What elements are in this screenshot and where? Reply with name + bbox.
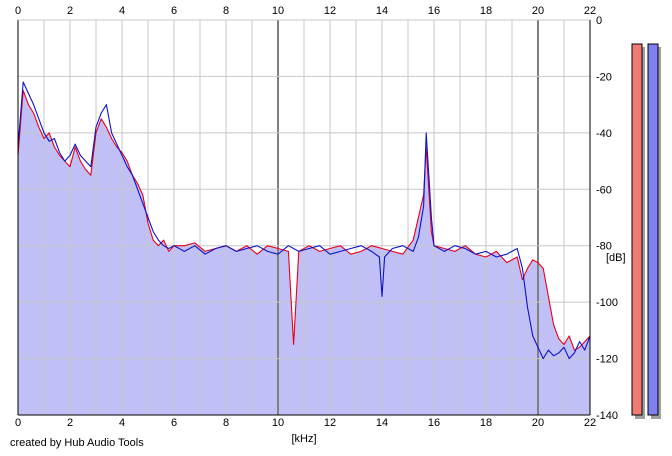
x-tick-label: 6	[171, 417, 177, 429]
x-tick-label-top: 12	[324, 5, 336, 17]
y-tick-label: -60	[596, 184, 612, 196]
x-tick-label: 18	[480, 417, 492, 429]
axes: 002244668810101212141416161818202022220-…	[15, 5, 626, 445]
x-tick-label: 12	[324, 417, 336, 429]
credit-text: created by Hub Audio Tools	[10, 437, 144, 449]
x-tick-label-top: 8	[223, 5, 229, 17]
y-tick-label: -100	[596, 297, 618, 309]
x-tick-label-top: 18	[480, 5, 492, 17]
level-meter-red	[631, 43, 643, 416]
y-axis-label: [dB]	[606, 252, 626, 264]
y-tick-label: 0	[596, 15, 602, 27]
x-tick-label-top: 2	[67, 5, 73, 17]
x-tick-label-top: 14	[376, 5, 388, 17]
series-line-blue	[17, 81, 591, 360]
series-lines	[17, 81, 591, 360]
y-tick-label: -140	[596, 410, 618, 422]
series-line-red	[17, 89, 591, 351]
x-tick-label: 14	[376, 417, 388, 429]
x-tick-label: 22	[584, 417, 596, 429]
x-tick-label: 0	[15, 417, 21, 429]
x-tick-label-top: 6	[171, 5, 177, 17]
x-tick-label-top: 16	[428, 5, 440, 17]
grid-lines	[18, 19, 590, 416]
x-tick-label: 8	[223, 417, 229, 429]
x-tick-label: 2	[67, 417, 73, 429]
x-tick-label-top: 4	[119, 5, 125, 17]
x-tick-label-top: 22	[584, 5, 596, 17]
x-tick-label: 4	[119, 417, 125, 429]
y-tick-label: -80	[596, 241, 612, 253]
x-axis-label: [kHz]	[291, 433, 316, 445]
x-tick-label-top: 20	[532, 5, 544, 17]
y-tick-label: -40	[596, 128, 612, 140]
x-tick-label: 10	[272, 417, 284, 429]
y-tick-label: -20	[596, 71, 612, 83]
x-tick-label: 16	[428, 417, 440, 429]
level-meter-blue	[647, 43, 659, 416]
y-tick-label: -120	[596, 354, 618, 366]
level-meters	[631, 43, 661, 419]
x-tick-label-top: 0	[15, 5, 21, 17]
x-tick-label-top: 10	[272, 5, 284, 17]
x-tick-label: 20	[532, 417, 544, 429]
